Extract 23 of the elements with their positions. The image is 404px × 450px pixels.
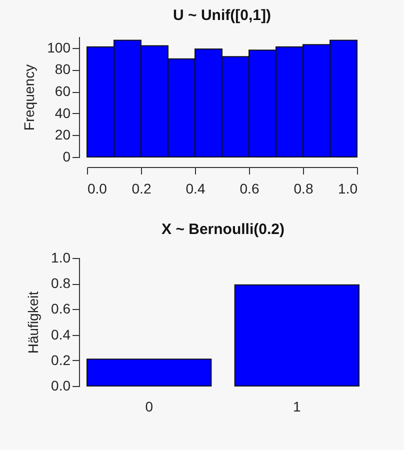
x-tick-label: 0.0 — [88, 180, 108, 196]
y-tick-label: 0.4 — [51, 326, 71, 342]
x-tick-label: 1 — [293, 398, 302, 414]
y-tick-label: 0 — [62, 148, 71, 164]
y-tick-label: 0.6 — [51, 300, 71, 317]
y-tick-label: 0.2 — [51, 352, 71, 368]
x-tick-label: 0.4 — [186, 180, 206, 196]
x-tick-label: 0.2 — [132, 180, 152, 196]
x-tick-label: 0.8 — [294, 180, 314, 196]
y-axis-title: Frequency — [21, 64, 38, 131]
chart-title: U ~ Unif([0,1]) — [173, 7, 271, 24]
y-axis-title: Häufigkeit — [25, 291, 42, 354]
y-tick-label: 0.0 — [51, 378, 71, 394]
y-tick-label: 80 — [54, 61, 71, 78]
y-tick-label: 40 — [54, 104, 71, 121]
y-tick-label: 100 — [47, 39, 71, 56]
y-tick-label: 0.8 — [51, 275, 71, 292]
x-tick-label: 1.0 — [338, 180, 358, 196]
y-tick-label: 1.0 — [51, 250, 71, 266]
chart-title: X ~ Bernoulli(0.2) — [162, 221, 284, 238]
y-tick-label: 20 — [54, 126, 71, 143]
y-tick-label: 60 — [54, 83, 71, 100]
x-tick-label: 0.6 — [240, 180, 260, 196]
